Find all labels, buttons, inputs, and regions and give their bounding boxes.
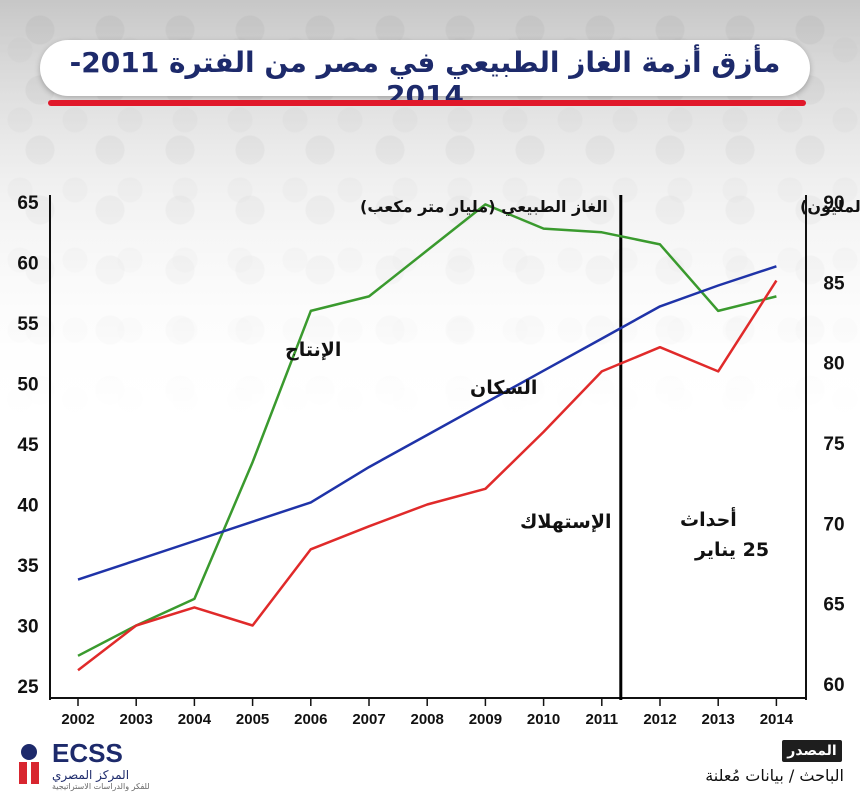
right-axis-label: السكان (بالمليون) xyxy=(800,197,860,216)
logo-name: ECSS xyxy=(52,738,123,768)
left-tick-label: 65 xyxy=(17,193,39,214)
source-badge: المصدر xyxy=(782,740,842,762)
right-tick-label: 65 xyxy=(823,595,845,616)
x-tick-label: 2005 xyxy=(236,711,269,728)
x-tick-label: 2008 xyxy=(411,711,444,728)
chart-lines xyxy=(77,203,778,672)
series-label: الإستهلاك xyxy=(520,511,611,533)
logo-subtitle: المركز المصري xyxy=(52,768,130,782)
logo-tagline: للفكر والدراسات الاستراتيجية xyxy=(52,782,150,791)
series-line xyxy=(77,203,777,657)
x-tick-label: 2014 xyxy=(760,711,794,728)
series-line xyxy=(77,279,778,672)
line-chart: 25 30 35 40 45 50 55 60 65 60 65 70 75 80 85 90 2002 2003… xyxy=(17,193,860,728)
series-label: الإنتاج xyxy=(285,339,341,361)
x-tick-label: 2006 xyxy=(294,711,327,728)
right-tick-label: 60 xyxy=(823,675,844,696)
series-line xyxy=(77,265,777,581)
chart-title: مأزق أزمة الغاز الطبيعي في مصر من الفترة… xyxy=(69,46,781,112)
left-tick-label: 55 xyxy=(17,314,39,335)
left-tick-label: 60 xyxy=(17,254,38,275)
title-underline xyxy=(48,100,806,106)
left-tick-label: 45 xyxy=(17,435,39,456)
x-tick-label: 2003 xyxy=(120,711,153,728)
chart-axes xyxy=(49,195,807,706)
event-annotation: 25 يناير xyxy=(694,539,769,561)
source-text: الباحث / بيانات مُعلنة xyxy=(705,766,844,785)
series-label: السكان xyxy=(470,377,537,399)
x-tick-label: 2004 xyxy=(178,711,212,728)
event-annotation: أحداث xyxy=(680,507,737,531)
x-tick-label: 2010 xyxy=(527,711,560,728)
x-tick-label: 2012 xyxy=(643,711,676,728)
x-tick-label: 2013 xyxy=(702,711,735,728)
x-tick-label: 2002 xyxy=(61,711,94,728)
left-axis-label: الغاز الطبيعي (مليار متر مكعب) xyxy=(360,197,608,217)
right-tick-label: 90 xyxy=(823,193,844,214)
right-tick-label: 80 xyxy=(823,354,844,375)
left-tick-label: 50 xyxy=(17,375,38,396)
right-tick-label: 85 xyxy=(823,273,845,294)
x-tick-label: 2007 xyxy=(352,711,385,728)
left-tick-label: 35 xyxy=(17,556,39,577)
left-tick-label: 40 xyxy=(17,496,38,517)
ecss-logo: ECSS المركز المصري للفكر والدراسات الاست… xyxy=(8,736,198,796)
x-tick-label: 2011 xyxy=(586,711,619,728)
left-tick-label: 30 xyxy=(17,617,38,638)
x-tick-label: 2009 xyxy=(469,711,502,728)
chart-texts: 25 30 35 40 45 50 55 60 65 60 65 70 75 80 85 90 2002 2003… xyxy=(17,193,860,728)
right-tick-label: 70 xyxy=(823,514,844,535)
left-tick-label: 25 xyxy=(17,677,39,698)
title-box xyxy=(40,40,810,96)
logo-mark-icon xyxy=(19,744,39,784)
right-tick-label: 75 xyxy=(823,434,845,455)
